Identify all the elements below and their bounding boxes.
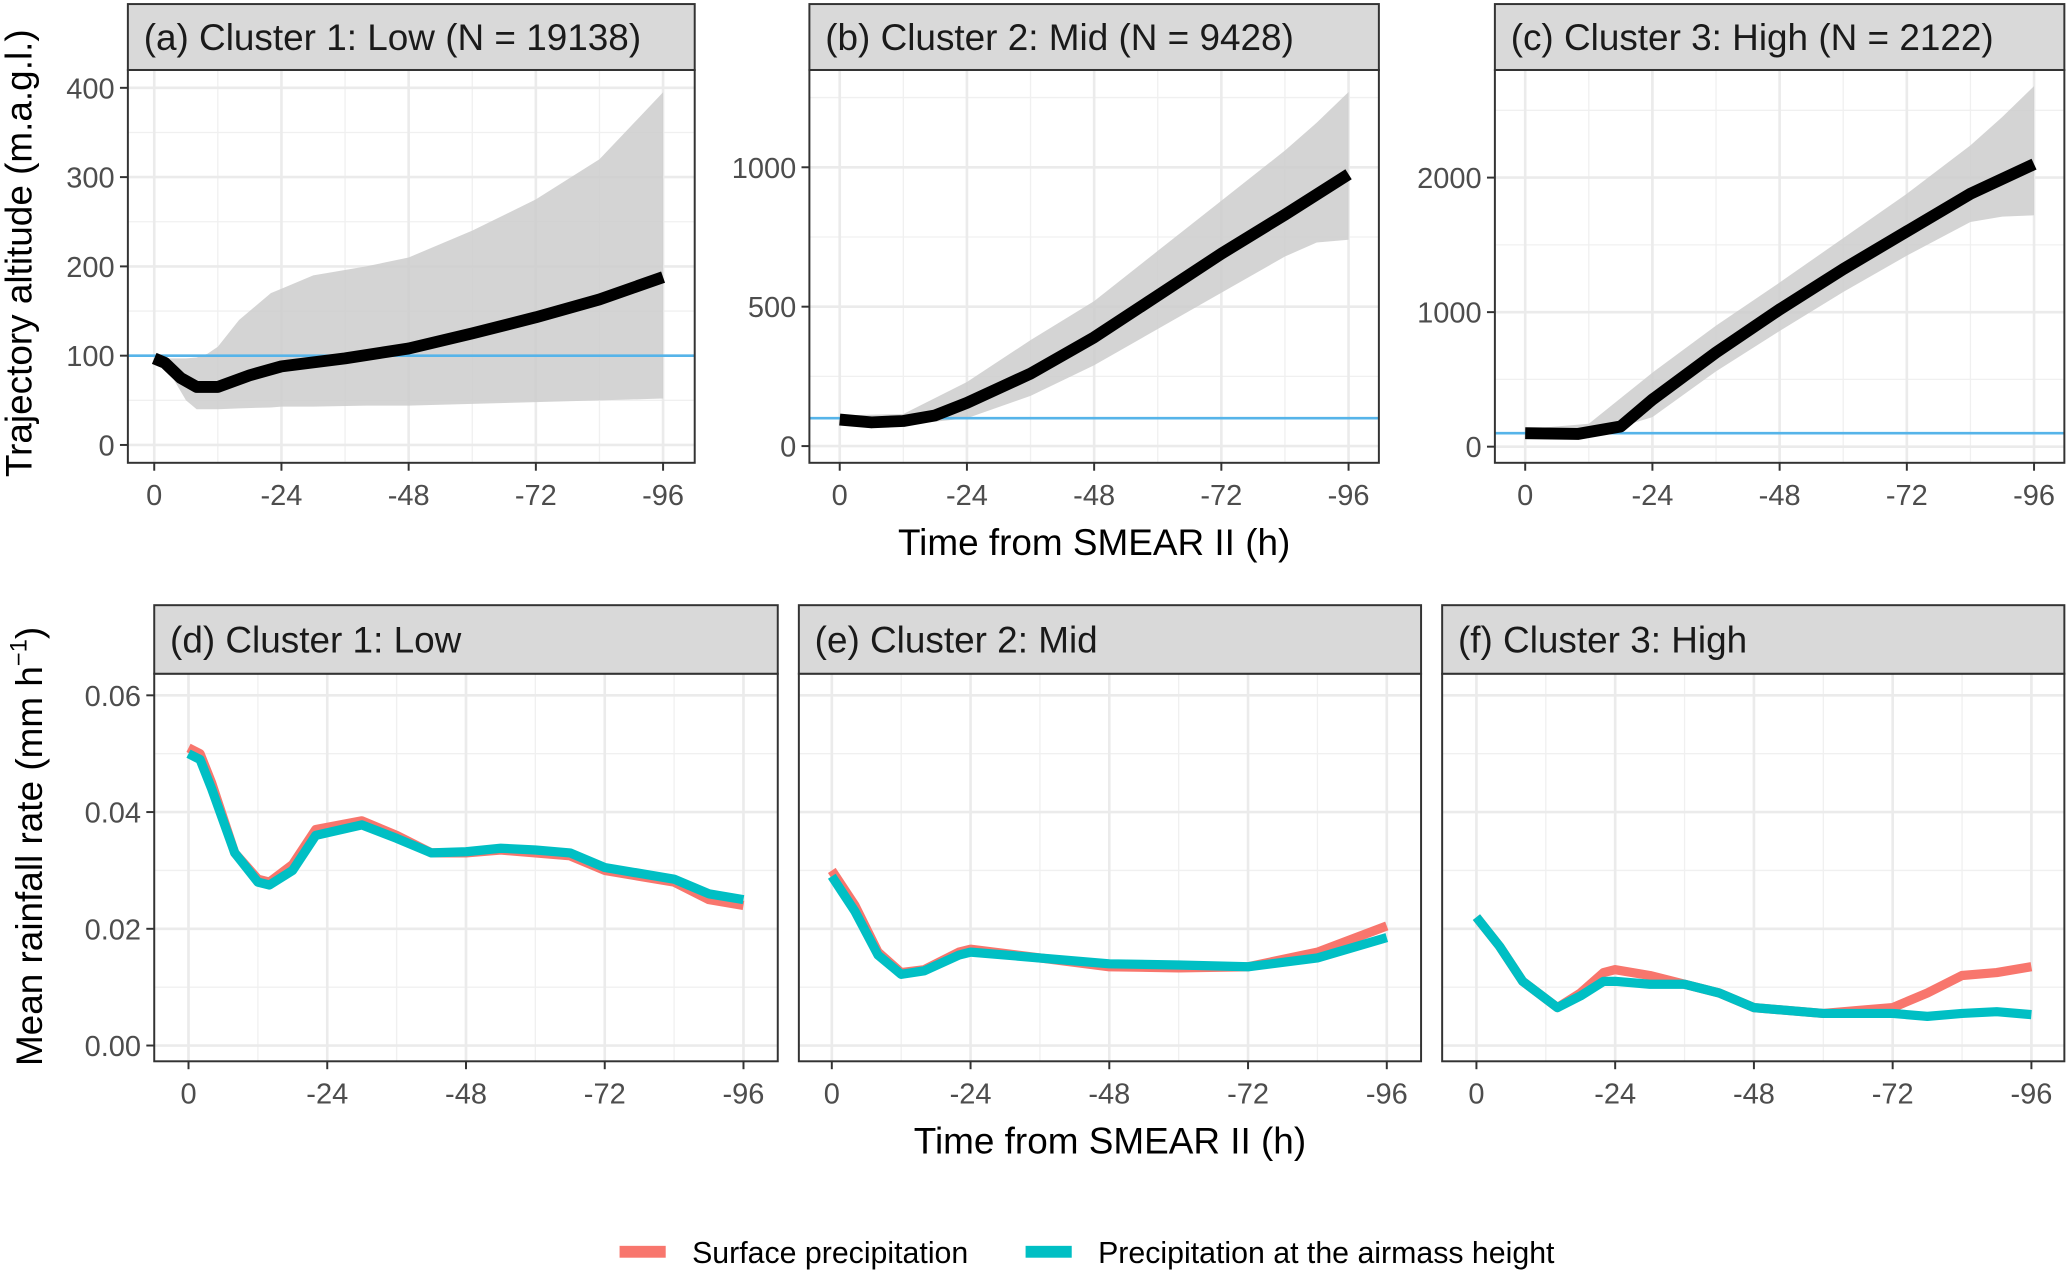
x-tick-label: -48 bbox=[388, 480, 430, 512]
y-tick-label: 1000 bbox=[1417, 298, 1482, 330]
series-line-airmass bbox=[827, 873, 1389, 979]
x-tick-label: -24 bbox=[1594, 1078, 1636, 1110]
panel-title: (b) Cluster 2: Mid (N = 9428) bbox=[825, 17, 1294, 58]
y-tick-label: 0 bbox=[99, 431, 115, 463]
x-tick-label: -24 bbox=[260, 480, 302, 512]
panel-c: (c) Cluster 3: High (N = 2122) 0 -24 -48 -72… bbox=[1417, 3, 2066, 512]
x-tick-label: -96 bbox=[1328, 480, 1370, 512]
x-tick-label: -48 bbox=[445, 1078, 487, 1110]
x-axis-title: Time from SMEAR II (h) bbox=[914, 1121, 1306, 1162]
strip bbox=[1441, 604, 2066, 675]
x-tick-label: -96 bbox=[2013, 480, 2055, 512]
x-tick-label: -72 bbox=[1886, 480, 1928, 512]
x-tick-label: -72 bbox=[1200, 480, 1242, 512]
x-tick-label: 0 bbox=[824, 1078, 840, 1110]
x-tick-label: -24 bbox=[946, 480, 988, 512]
y-axis-title: Mean rainfall rate (mm h−1) bbox=[6, 627, 50, 1066]
strip bbox=[1493, 3, 2066, 71]
strip bbox=[153, 604, 779, 675]
panel-d: (d) Cluster 1: Low 0 -24 -48 -72 -96 0.00 0.02 0… bbox=[6, 604, 779, 1110]
panel-title: (f) Cluster 3: High bbox=[1458, 620, 1747, 661]
y-tick-label: 1000 bbox=[732, 153, 797, 185]
legend-swatch bbox=[619, 1245, 666, 1258]
y-tick-label: 0.06 bbox=[85, 681, 141, 713]
x-axis-title: Time from SMEAR II (h) bbox=[898, 522, 1290, 563]
strip bbox=[126, 3, 696, 71]
mean-altitude-line bbox=[1525, 158, 2037, 440]
x-tick-label: -72 bbox=[584, 1078, 626, 1110]
legend-label: Surface precipitation bbox=[692, 1237, 968, 1270]
y-tick-label: 2000 bbox=[1417, 163, 1482, 195]
y-tick-label: 100 bbox=[66, 341, 114, 373]
mean-altitude-line bbox=[151, 271, 666, 393]
y-tick-label: 500 bbox=[748, 292, 796, 324]
x-tick-label: 0 bbox=[146, 480, 162, 512]
x-tick-label: 0 bbox=[1468, 1078, 1484, 1110]
x-tick-label: -96 bbox=[2010, 1078, 2052, 1110]
spread-band bbox=[154, 92, 664, 410]
x-tick-label: 0 bbox=[832, 480, 848, 512]
x-tick-label: -48 bbox=[1088, 1078, 1130, 1110]
x-tick-label: -48 bbox=[1759, 480, 1801, 512]
x-tick-label: -48 bbox=[1733, 1078, 1775, 1110]
panel-b: (b) Cluster 2: Mid (N = 9428) 0 -24 -48 -72 -… bbox=[732, 3, 1380, 563]
y-tick-label: 0.02 bbox=[85, 914, 141, 946]
panel-title: (d) Cluster 1: Low bbox=[170, 620, 462, 661]
panel-e: (e) Cluster 2: Mid 0 -24 -48 -72 -96 Time from… bbox=[797, 604, 1423, 1162]
legend-label: Precipitation at the airmass height bbox=[1098, 1237, 1555, 1270]
x-tick-label: -96 bbox=[642, 480, 684, 512]
mean-altitude-line bbox=[839, 169, 1352, 429]
y-tick-label: 300 bbox=[66, 163, 114, 195]
legend: Surface precipitation Precipitation at th… bbox=[619, 1237, 1555, 1270]
x-tick-label: -96 bbox=[1366, 1078, 1408, 1110]
x-tick-label: -72 bbox=[1872, 1078, 1914, 1110]
x-tick-label: -24 bbox=[950, 1078, 992, 1110]
strip bbox=[797, 604, 1423, 675]
y-tick-label: 0 bbox=[1466, 432, 1482, 464]
x-tick-label: -72 bbox=[1227, 1078, 1269, 1110]
panel-f: (f) Cluster 3: High 0 -24 -48 -72 -96 bbox=[1441, 604, 2066, 1110]
panel-title: (e) Cluster 2: Mid bbox=[815, 620, 1098, 661]
y-tick-label: 0.04 bbox=[85, 798, 141, 830]
x-tick-label: 0 bbox=[180, 1078, 196, 1110]
panel-title: (a) Cluster 1: Low (N = 19138) bbox=[144, 17, 641, 58]
y-tick-label: 0.00 bbox=[85, 1031, 141, 1063]
y-tick-label: 0 bbox=[780, 432, 796, 464]
strip bbox=[808, 3, 1380, 71]
y-axis-title: Trajectory altitude (m.a.g.l.) bbox=[0, 29, 40, 477]
x-tick-label: -72 bbox=[515, 480, 557, 512]
legend-swatch bbox=[1025, 1245, 1072, 1258]
x-tick-label: -96 bbox=[723, 1078, 765, 1110]
x-tick-label: -48 bbox=[1073, 480, 1115, 512]
panel-title: (c) Cluster 3: High (N = 2122) bbox=[1511, 17, 1994, 58]
y-tick-label: 400 bbox=[66, 73, 114, 105]
y-tick-label: 200 bbox=[66, 252, 114, 284]
series-line-airmass bbox=[186, 749, 745, 905]
panel-a: (a) Cluster 1: Low (N = 19138) 0 -24 -48 -72… bbox=[0, 3, 696, 512]
x-tick-label: 0 bbox=[1517, 480, 1533, 512]
x-tick-label: -24 bbox=[1631, 480, 1673, 512]
spread-band bbox=[839, 92, 1349, 426]
x-tick-label: -24 bbox=[306, 1078, 348, 1110]
series-line-airmass bbox=[1472, 914, 2032, 1021]
